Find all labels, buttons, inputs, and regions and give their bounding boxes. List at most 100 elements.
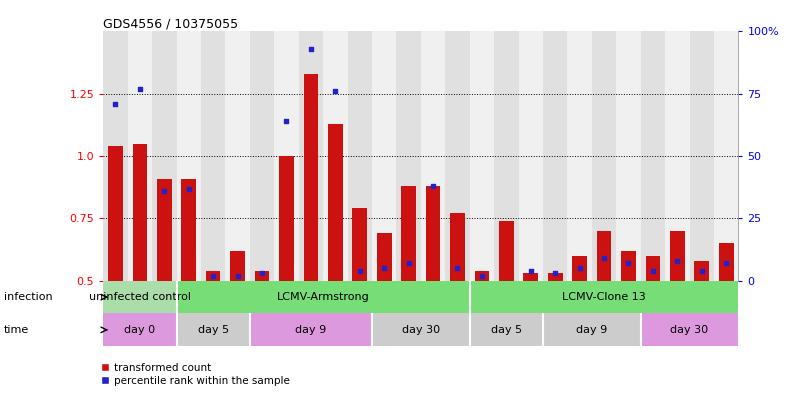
Bar [176,31,201,281]
Bar [103,314,176,346]
Bar [646,256,661,281]
Bar [475,271,489,281]
Bar [206,271,221,281]
Text: infection: infection [4,292,52,302]
Bar [279,156,294,281]
Bar [152,31,176,281]
Bar [695,261,709,281]
Bar [543,31,568,281]
Bar [523,273,538,281]
Text: day 5: day 5 [491,325,522,335]
Bar [421,31,445,281]
Bar [353,208,367,281]
Bar [689,31,714,281]
Bar [592,31,616,281]
Bar [470,281,738,314]
Point [183,185,195,192]
Bar [181,178,196,281]
Bar [303,74,318,281]
Point [256,270,268,276]
Bar [377,233,391,281]
Text: day 9: day 9 [576,325,607,335]
Text: uninfected control: uninfected control [89,292,191,302]
Point [646,268,659,274]
Bar [572,256,587,281]
Point [720,260,733,266]
Bar [372,31,396,281]
Point [206,273,219,279]
Bar [719,243,734,281]
Point [109,101,121,107]
Bar [445,31,470,281]
Text: LCMV-Clone 13: LCMV-Clone 13 [562,292,646,302]
Bar [641,31,665,281]
Bar [274,31,299,281]
Bar [568,31,592,281]
Bar [133,143,147,281]
Bar [494,31,518,281]
Text: day 9: day 9 [295,325,326,335]
Point [329,88,341,94]
Text: day 30: day 30 [670,325,708,335]
Bar [518,31,543,281]
Bar [225,31,250,281]
Bar [543,314,641,346]
Point [500,292,513,299]
Bar [230,251,245,281]
Bar [255,271,269,281]
Legend: transformed count, percentile rank within the sample: transformed count, percentile rank withi… [101,363,290,386]
Point [598,255,611,261]
Point [403,260,415,266]
Bar [103,281,176,314]
Bar [401,186,416,281]
Bar [396,31,421,281]
Bar [470,31,494,281]
Point [524,268,537,274]
Point [549,270,561,276]
Point [671,258,684,264]
Bar [176,314,250,346]
Point [426,183,439,189]
Bar [499,221,514,281]
Text: GDS4556 / 10375055: GDS4556 / 10375055 [103,17,238,30]
Bar [328,124,343,281]
Bar [250,31,274,281]
Point [231,273,244,279]
Point [476,273,488,279]
Bar [348,31,372,281]
Bar [299,31,323,281]
Bar [128,31,152,281]
Bar [665,31,689,281]
Text: day 0: day 0 [125,325,156,335]
Bar [157,178,172,281]
Bar [372,314,470,346]
Point [451,265,464,272]
Text: time: time [4,325,29,335]
Point [696,268,708,274]
Bar [597,231,611,281]
Bar [250,314,372,346]
Point [158,188,171,194]
Text: day 5: day 5 [198,325,229,335]
Bar [470,314,543,346]
Bar [108,146,123,281]
Point [353,268,366,274]
Bar [201,31,225,281]
Bar [670,231,684,281]
Bar [323,31,348,281]
Bar [176,281,470,314]
Point [305,46,318,52]
Bar [714,31,738,281]
Text: LCMV-Armstrong: LCMV-Armstrong [277,292,369,302]
Bar [103,31,128,281]
Bar [616,31,641,281]
Bar [641,314,738,346]
Text: day 30: day 30 [402,325,440,335]
Point [280,118,293,124]
Bar [548,273,562,281]
Point [573,265,586,272]
Bar [621,251,636,281]
Point [622,260,635,266]
Point [133,86,146,92]
Point [378,265,391,272]
